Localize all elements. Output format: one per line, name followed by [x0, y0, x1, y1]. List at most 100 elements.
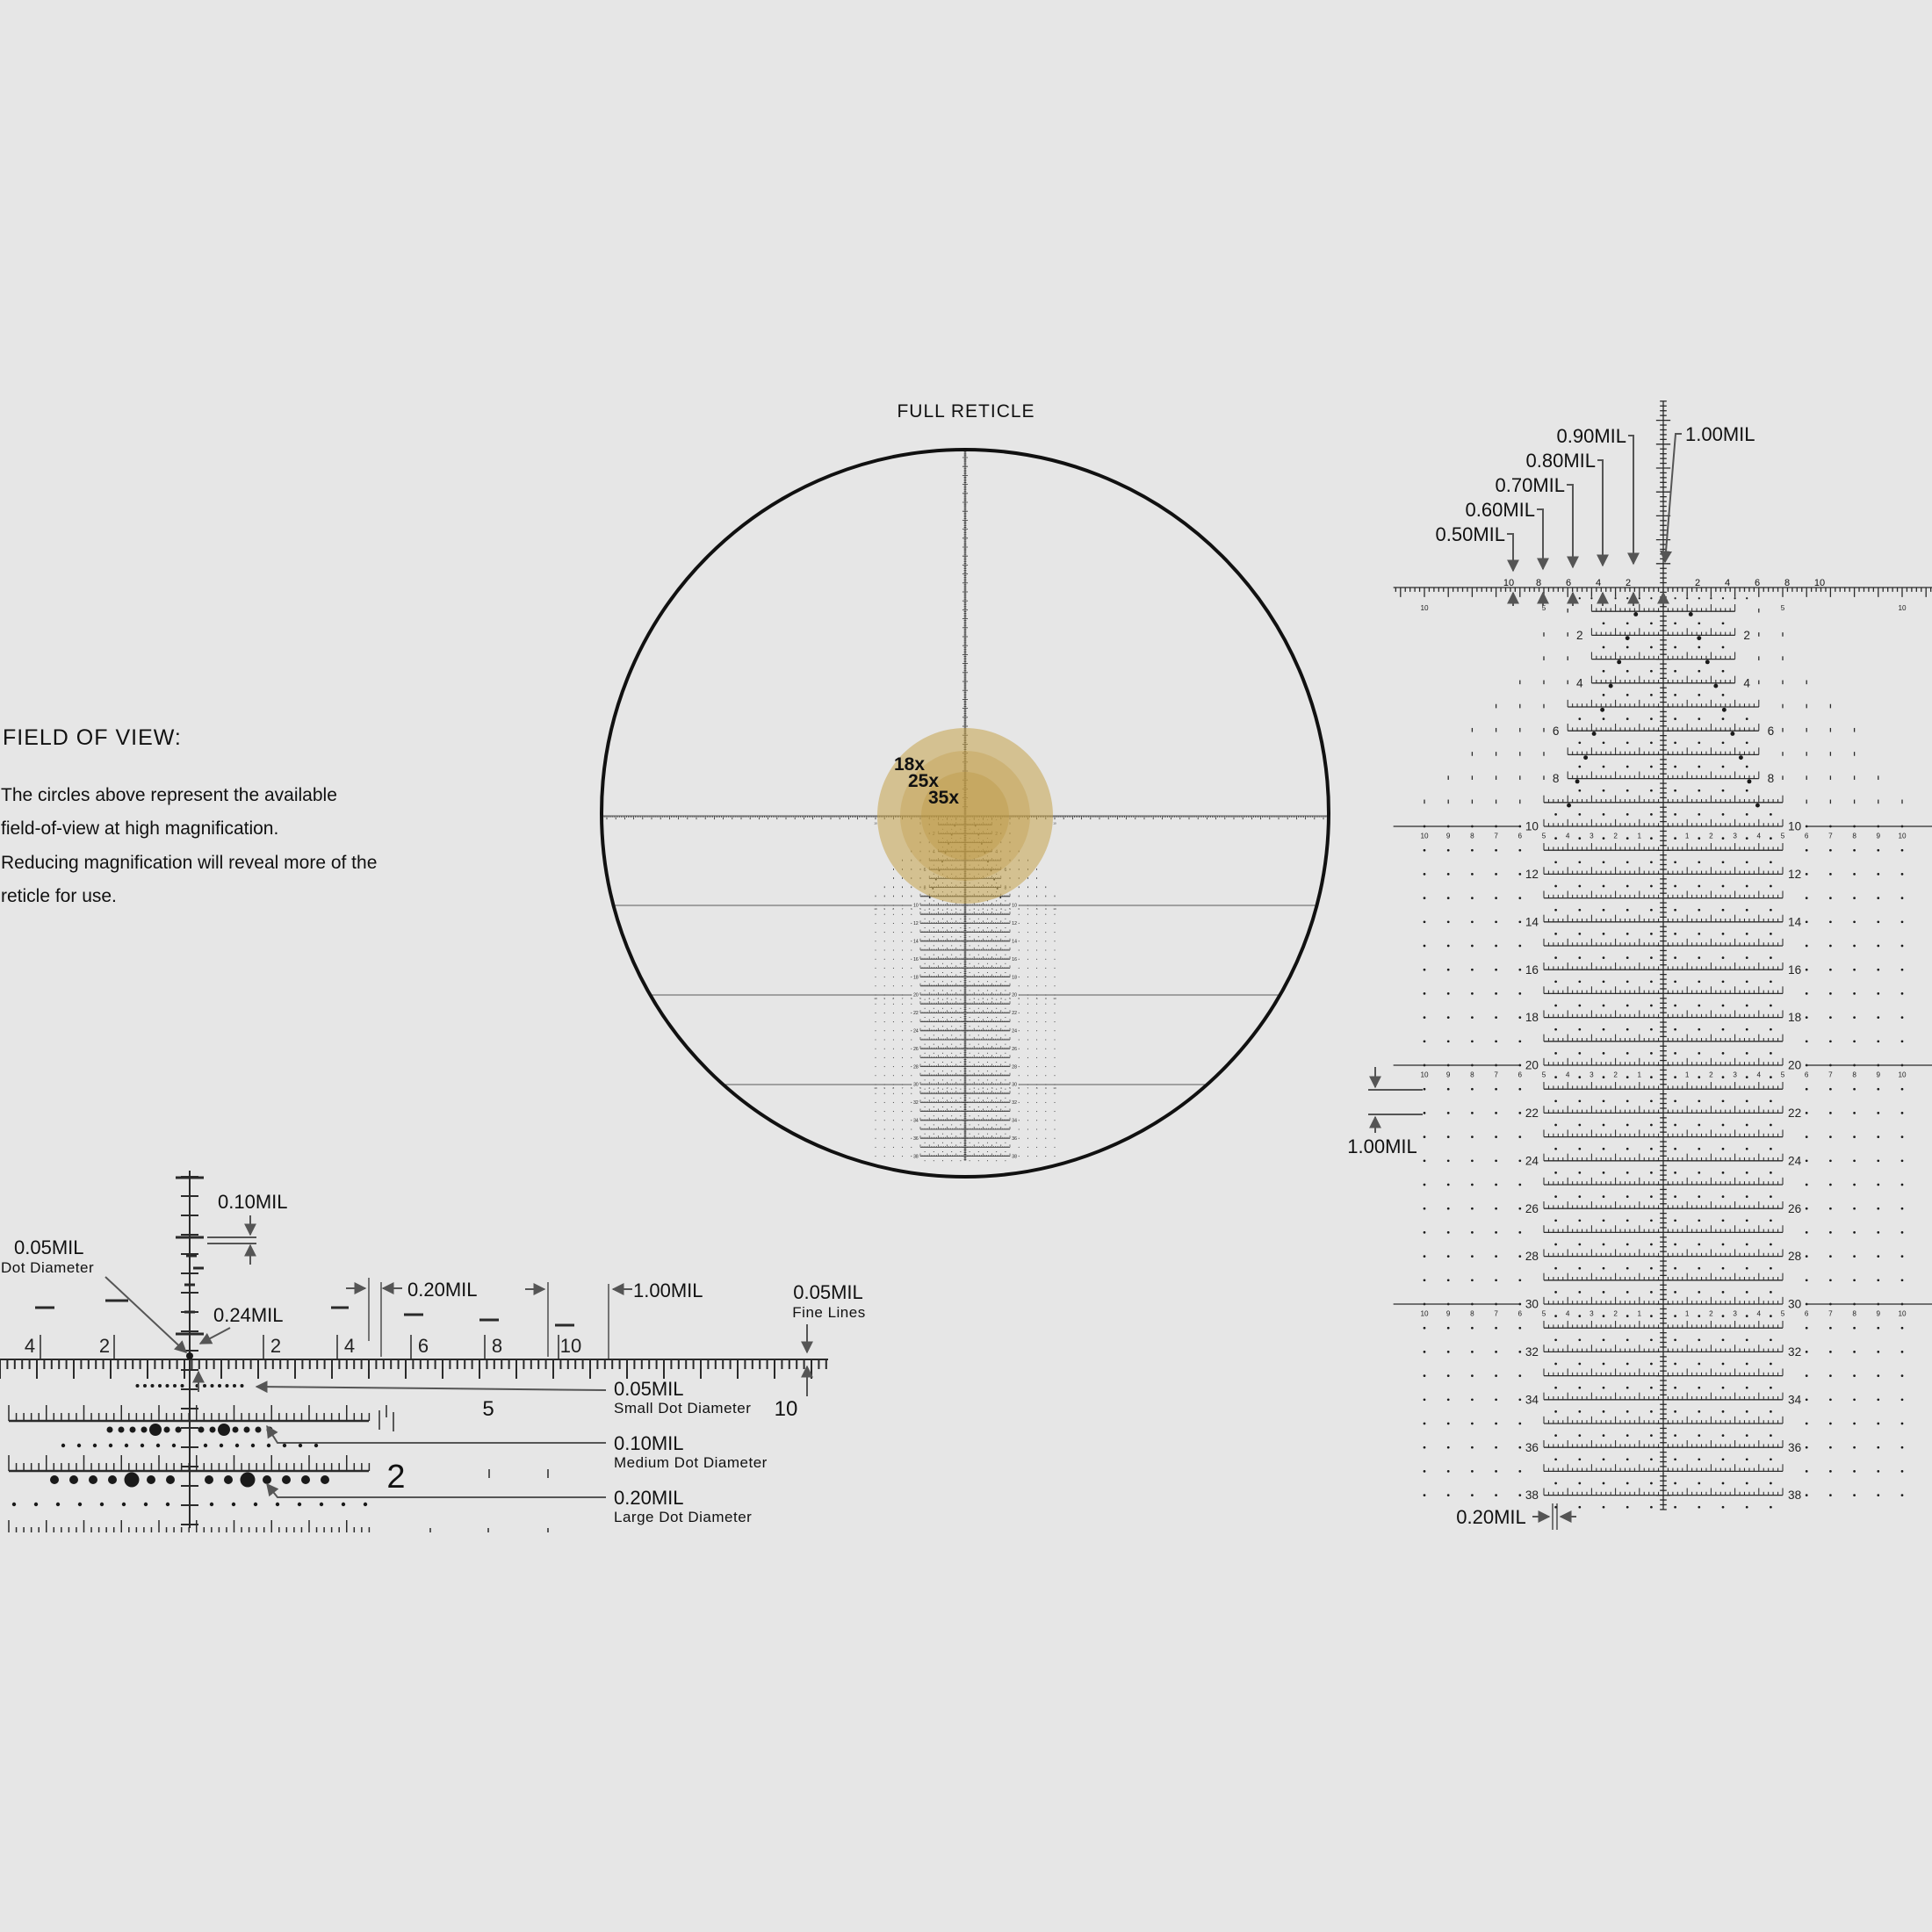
windage-label: 8: [1852, 833, 1856, 840]
side-dot: [1045, 1039, 1047, 1041]
side-dot: [1877, 873, 1880, 876]
side-dot: [875, 922, 876, 924]
side-dot: [1518, 920, 1522, 924]
half-row-dot: [1721, 861, 1725, 864]
half-row-dot: [1721, 622, 1725, 625]
half-row-dot: [996, 1124, 998, 1126]
half-row-dot: [1005, 909, 1006, 911]
half-row-dot: [1626, 694, 1629, 696]
half-row-dot: [924, 990, 926, 991]
side-dot: [883, 1092, 885, 1094]
field-of-view-panel: FIELD OF VIEW: The circles above represe…: [1, 725, 377, 906]
elevation-label: 4: [1743, 676, 1750, 689]
half-row-dot: [951, 1016, 953, 1019]
half-row-dot: [1578, 933, 1582, 935]
half-row-dot: [1602, 741, 1605, 745]
half-row-dot: [951, 1061, 953, 1063]
elevation-label: 16: [1525, 963, 1539, 977]
half-row-dot: [1721, 741, 1725, 745]
side-dot: [1495, 944, 1497, 948]
side-dot: [875, 1128, 876, 1130]
half-row-dot: [941, 1007, 944, 1009]
half-row-dot: [960, 909, 962, 911]
windage-label: 1: [973, 1086, 975, 1090]
magnification-label-35x: 35x: [928, 788, 959, 808]
ladder-dot-large: [1688, 612, 1693, 616]
side-dot: [1054, 1030, 1056, 1032]
side-dot: [1829, 944, 1832, 948]
windage-label: 7: [902, 1086, 904, 1090]
side-dot: [911, 1056, 912, 1058]
half-row-dot: [1698, 861, 1701, 864]
side-dot: [875, 1056, 876, 1058]
half-row-dot: [1674, 884, 1676, 888]
windage-label: 2: [947, 1086, 948, 1090]
half-row-dot: [1650, 837, 1653, 840]
half-row-dot: [1650, 622, 1653, 625]
side-dot: [1518, 873, 1522, 876]
half-row-dot: [1602, 933, 1605, 935]
half-row-dot: [951, 962, 953, 964]
elevation-label: 18: [1012, 975, 1017, 980]
side-dot: [892, 1039, 894, 1041]
side-dot: [1027, 913, 1028, 915]
side-dot: [911, 1021, 912, 1023]
half-row-dot: [996, 981, 998, 983]
half-row-dot: [1698, 1004, 1701, 1007]
windage-label: 4: [1566, 833, 1570, 840]
side-dot: [875, 967, 876, 969]
half-row-dot: [977, 971, 979, 974]
half-row-dot: [941, 981, 944, 983]
half-row-dot: [977, 945, 979, 947]
side-dot: [883, 1111, 885, 1113]
side-dot: [892, 913, 894, 915]
side-dot: [1518, 897, 1522, 899]
half-row-dot: [977, 1088, 979, 1090]
side-dot: [892, 1128, 894, 1130]
half-row-dot: [951, 1115, 953, 1117]
windage-label: 6: [1805, 833, 1809, 840]
half-row-dot: [1770, 813, 1772, 816]
half-row-dot: [1770, 884, 1772, 888]
elevation-label: 10: [1525, 820, 1539, 833]
half-row-dot: [1721, 980, 1725, 984]
half-row-dot: [977, 1016, 979, 1019]
half-row-dot: [1650, 861, 1653, 864]
half-row-dot: [951, 926, 953, 929]
half-row-dot: [924, 1124, 926, 1126]
half-row-dot: [986, 1043, 989, 1045]
half-row-dot: [924, 1016, 926, 1019]
half-row-dot: [951, 909, 953, 911]
windage-label: 7: [1027, 1086, 1029, 1090]
half-row-dot: [1578, 837, 1582, 840]
side-dot: [1471, 897, 1474, 899]
half-row-dot: [1674, 694, 1676, 696]
side-dot: [875, 1003, 876, 1005]
half-row-dot: [1721, 645, 1725, 649]
side-dot: [1054, 949, 1056, 951]
windage-label: 1: [955, 1086, 957, 1090]
side-dot: [1018, 967, 1020, 969]
side-dot: [1045, 949, 1047, 951]
half-row-dot: [941, 1052, 944, 1054]
half-row-dot: [1745, 884, 1748, 888]
half-row-dot: [996, 1097, 998, 1099]
half-row-dot: [1005, 945, 1006, 947]
side-dot: [902, 1128, 904, 1130]
half-row-dot: [1554, 908, 1557, 912]
side-dot: [1027, 1021, 1028, 1023]
half-row-dot: [941, 990, 944, 991]
half-row-dot: [941, 998, 944, 1000]
side-dot: [1054, 922, 1056, 924]
half-row-dot: [986, 1088, 989, 1090]
half-row-dot: [1770, 980, 1772, 984]
side-dot: [875, 1039, 876, 1041]
side-dot: [1805, 992, 1808, 995]
side-dot: [883, 1128, 885, 1130]
side-dot: [902, 1111, 904, 1113]
windage-label: 10: [874, 997, 877, 1000]
half-row-dot: [1626, 956, 1629, 959]
side-dot: [1045, 1120, 1047, 1121]
side-dot: [911, 922, 912, 924]
ladder-dot-large: [1633, 612, 1639, 616]
